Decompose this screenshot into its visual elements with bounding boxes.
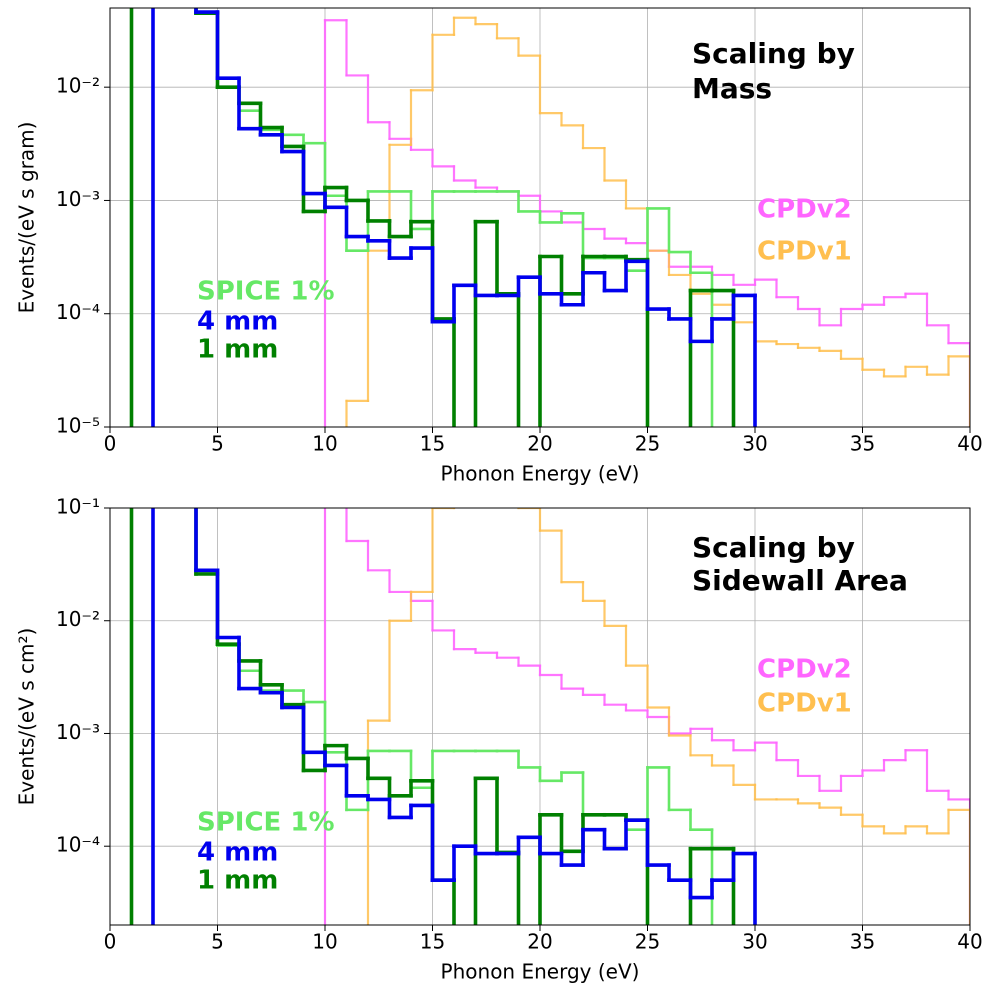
x-tick-label: 25 — [635, 432, 660, 456]
plot-area — [110, 508, 970, 925]
x-tick-label: 35 — [850, 930, 875, 954]
series-label: 4 mm — [197, 307, 278, 337]
series-label: CPDv1 — [757, 237, 852, 267]
x-tick-label: 20 — [527, 930, 552, 954]
x-tick-label: 30 — [742, 432, 767, 456]
x-tick-label: 40 — [957, 930, 982, 954]
annotation: Scaling by — [692, 531, 855, 564]
y-tick-label: 10⁻² — [56, 607, 100, 631]
x-tick-label: 25 — [635, 930, 660, 954]
x-tick-label: 5 — [211, 930, 224, 954]
y-tick-label: 10⁻¹ — [56, 495, 100, 519]
x-axis-label: Phonon Energy (eV) — [441, 960, 640, 984]
annotation: Sidewall Area — [692, 564, 908, 597]
x-tick-label: 35 — [850, 432, 875, 456]
series-label: 1 mm — [197, 866, 278, 896]
y-tick-label: 10⁻⁴ — [56, 833, 100, 857]
y-axis-label: Events/(eV s gram) — [15, 122, 39, 314]
axes-frame — [109, 7, 971, 428]
x-tick-label: 5 — [211, 432, 224, 456]
x-tick-label: 30 — [742, 930, 767, 954]
y-tick-label: 10⁻⁴ — [56, 300, 100, 324]
series-label: CPDv2 — [757, 195, 852, 225]
x-tick-label: 20 — [527, 432, 552, 456]
series-label: CPDv1 — [757, 689, 852, 719]
annotation: Scaling by — [692, 37, 855, 70]
x-tick-label: 10 — [312, 432, 337, 456]
series-label: 1 mm — [197, 335, 278, 365]
series-label: CPDv2 — [757, 655, 852, 685]
x-tick-label: 0 — [104, 930, 117, 954]
x-tick-label: 0 — [104, 432, 117, 456]
x-axis-label: Phonon Energy (eV) — [441, 462, 640, 486]
annotation: Mass — [692, 72, 772, 105]
series-label: SPICE 1% — [197, 277, 335, 307]
series-label: SPICE 1% — [197, 808, 335, 838]
plot-area — [110, 8, 970, 427]
x-tick-label: 10 — [312, 930, 337, 954]
axes-frame — [109, 507, 971, 926]
x-tick-label: 15 — [420, 432, 445, 456]
y-tick-label: 10⁻² — [56, 74, 100, 98]
y-axis-label: Events/(eV s cm²) — [15, 628, 39, 806]
x-tick-label: 15 — [420, 930, 445, 954]
x-tick-label: 40 — [957, 432, 982, 456]
y-tick-label: 10⁻³ — [56, 187, 100, 211]
y-tick-label: 10⁻⁵ — [56, 414, 100, 438]
y-tick-label: 10⁻³ — [56, 720, 100, 744]
series-label: 4 mm — [197, 838, 278, 868]
